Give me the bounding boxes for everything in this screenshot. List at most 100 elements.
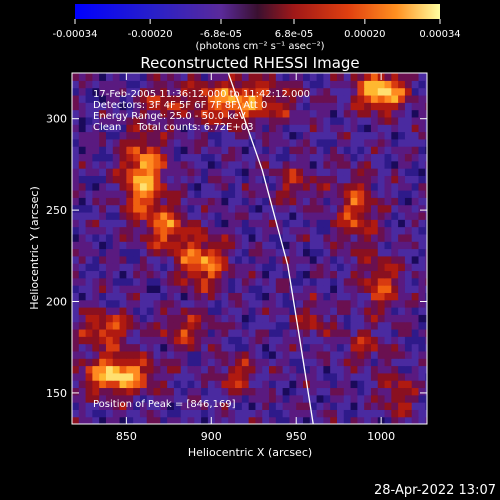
heatmap-cell	[105, 307, 114, 315]
heatmap-cell	[411, 87, 420, 96]
heatmap-cell	[119, 168, 127, 176]
heatmap-cell	[309, 248, 318, 257]
heatmap-cell	[92, 270, 100, 279]
heatmap-cell	[343, 394, 352, 403]
heatmap-cell	[303, 321, 311, 330]
heatmap-cell	[207, 263, 216, 272]
heatmap-cell	[126, 248, 134, 257]
heatmap-cell	[303, 387, 311, 396]
heatmap-cell	[85, 336, 93, 345]
heatmap-cell	[105, 292, 114, 301]
heatmap-cell	[398, 211, 406, 220]
heatmap-cell	[357, 263, 365, 272]
heatmap-cell	[146, 160, 155, 169]
heatmap-cell	[425, 365, 427, 374]
heatmap-cell	[105, 80, 114, 89]
heatmap-cell	[119, 365, 127, 374]
heatmap-cell	[126, 102, 134, 111]
heatmap-cell	[269, 182, 277, 191]
heatmap-cell	[160, 168, 168, 176]
heatmap-cell	[85, 168, 93, 176]
heatmap-cell	[309, 365, 318, 374]
heatmap-cell	[167, 146, 175, 155]
heatmap-cell	[78, 190, 87, 198]
heatmap-cell	[289, 241, 297, 250]
heatmap-cell	[173, 175, 182, 184]
heatmap-cell	[269, 160, 277, 169]
heatmap-cell	[173, 292, 182, 301]
heatmap-cell	[296, 416, 304, 424]
heatmap-cell	[201, 168, 209, 176]
heatmap-cell	[78, 204, 87, 213]
heatmap-cell	[343, 204, 352, 213]
heatmap-cell	[269, 168, 277, 176]
heatmap-cell	[398, 124, 406, 133]
heatmap-cell	[78, 402, 87, 410]
heatmap-cell	[262, 87, 270, 96]
heatmap-cell	[119, 299, 127, 308]
heatmap-cell	[296, 402, 304, 410]
heatmap-cell	[139, 314, 148, 323]
heatmap-cell	[316, 146, 324, 155]
heatmap-cell	[167, 116, 175, 125]
heatmap-cell	[241, 255, 250, 264]
heatmap-cell	[146, 153, 155, 162]
heatmap-cell	[316, 394, 324, 403]
heatmap-cell	[173, 328, 182, 337]
heatmap-cell	[262, 168, 270, 176]
heatmap-cell	[377, 233, 386, 242]
heatmap-cell	[425, 160, 427, 169]
heatmap-cell	[377, 146, 386, 155]
heatmap-cell	[180, 124, 189, 133]
heatmap-cell	[418, 285, 426, 293]
heatmap-cell	[384, 314, 392, 323]
heatmap-cell	[384, 365, 392, 374]
heatmap-cell	[78, 94, 87, 103]
heatmap-cell	[78, 233, 87, 242]
heatmap-cell	[323, 402, 331, 410]
heatmap-cell	[221, 358, 229, 367]
heatmap-cell	[398, 87, 406, 96]
heatmap-cell	[241, 197, 250, 206]
heatmap-cell	[105, 116, 114, 125]
heatmap-cell	[228, 138, 236, 147]
heatmap-cell	[180, 102, 189, 111]
heatmap-cell	[289, 190, 297, 198]
heatmap-cell	[309, 131, 318, 140]
heatmap-cell	[235, 204, 243, 213]
heatmap-cell	[323, 168, 331, 176]
heatmap-cell	[194, 307, 202, 315]
heatmap-cell	[187, 211, 195, 220]
heatmap-cell	[228, 146, 236, 155]
heatmap-cell	[153, 387, 161, 396]
heatmap-cell	[323, 380, 331, 389]
heatmap-cell	[221, 350, 229, 359]
heatmap-cell	[282, 314, 291, 323]
heatmap-cell	[411, 204, 420, 213]
heatmap-cell	[126, 168, 134, 176]
heatmap-cell	[418, 131, 426, 140]
heatmap-cell	[207, 204, 216, 213]
heatmap-cell	[126, 387, 134, 396]
heatmap-cell	[289, 182, 297, 191]
heatmap-cell	[336, 94, 345, 103]
heatmap-cell	[425, 248, 427, 257]
heatmap-cell	[105, 248, 114, 257]
heatmap-cell	[160, 109, 168, 118]
heatmap-cell	[167, 94, 175, 103]
heatmap-cell	[275, 109, 284, 118]
heatmap-cell	[139, 321, 148, 330]
heatmap-cell	[112, 314, 121, 323]
heatmap-cell	[187, 409, 195, 418]
heatmap-cell	[330, 87, 338, 96]
heatmap-cell	[235, 197, 243, 206]
heatmap-cell	[78, 168, 87, 176]
heatmap-cell	[343, 321, 352, 330]
heatmap-cell	[309, 138, 318, 147]
heatmap-cell	[133, 190, 141, 198]
heatmap-cell	[377, 358, 386, 367]
heatmap-cell	[384, 277, 392, 286]
heatmap-cell	[330, 380, 338, 389]
heatmap-cell	[350, 102, 358, 111]
heatmap-cell	[146, 285, 155, 293]
